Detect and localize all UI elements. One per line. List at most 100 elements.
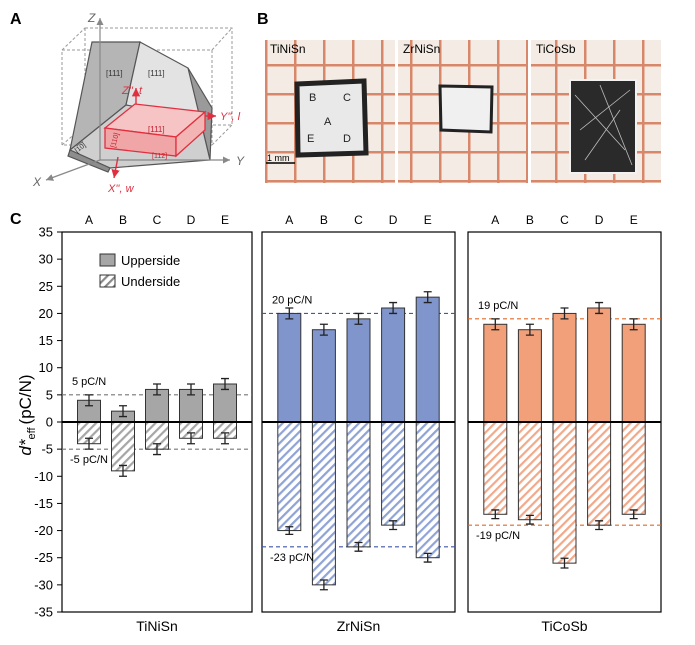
y-tick-label-25: 25 <box>39 279 53 294</box>
y-tick-label-5: 5 <box>46 387 53 402</box>
error-bar-upperside-tinisn-b <box>119 405 127 418</box>
error-bar-underside-ticosb-d <box>595 520 604 531</box>
legend-swatch-underside <box>99 274 116 288</box>
error-bar-upperside-zrnisn-a <box>285 307 294 320</box>
photo-zrnisn: ZrNiSn <box>398 40 528 183</box>
panel-zrnisn: A B C D E 20 pC/N -23 pC/N ZrNiSn <box>261 213 456 634</box>
panel-ticosb: A B C D E 19 pC/N -19 pC/N TiCoSb <box>467 213 662 634</box>
category-label-ticosb-e: E <box>630 213 638 227</box>
sample-axis-x-label: X'', w <box>107 183 135 195</box>
bar-upperside-ticosb-c <box>552 312 577 423</box>
y-tick-label-30: 30 <box>39 252 53 267</box>
panel-name-ticosb: TiCoSb <box>541 618 587 634</box>
error-bar-upperside-zrnisn-d <box>389 301 398 315</box>
y-tick-label-15: 15 <box>39 333 53 348</box>
error-bar-upperside-ticosb-c <box>560 307 569 320</box>
error-bar-underside-zrnisn-a <box>285 526 294 536</box>
error-bar-underside-zrnisn-b <box>319 579 328 591</box>
panel-b-label: B <box>257 11 269 28</box>
scale-bar-label: 1 mm <box>267 153 290 163</box>
face-label-top-right: [111] <box>148 69 165 78</box>
y-tick-label-0: 0 <box>46 415 53 430</box>
face-label-top-left: [111] <box>106 69 123 78</box>
axis-x-label: X <box>32 175 42 189</box>
sample-point-e: E <box>307 133 314 145</box>
photo-tinisn-title: TiNiSn <box>270 42 306 56</box>
legend-swatch-upperside <box>99 253 116 267</box>
crystal-face-bottom <box>67 149 111 173</box>
error-bar-upperside-tinisn-a <box>85 394 93 407</box>
bar-underside-ticosb-a <box>483 421 508 515</box>
category-label-ticosb-d: D <box>595 213 604 227</box>
bar-underside-zrnisn-e <box>415 421 440 559</box>
error-bar-underside-tinisn-c <box>153 443 161 456</box>
error-bar-underside-zrnisn-c <box>354 541 363 552</box>
error-bar-upperside-tinisn-d <box>187 383 195 396</box>
error-bar-underside-ticosb-b <box>525 514 534 525</box>
y-axis: -35 -30 -25 -20 -15 -10 -5 0 5 10 15 20 25 30 35 <box>34 225 62 620</box>
bar-upperside-ticosb-e <box>621 323 646 423</box>
error-bar-upperside-ticosb-b <box>525 323 534 336</box>
sample-ticosb-scratches <box>574 84 633 166</box>
ref-label-pos-tinisn: 5 pC/N <box>72 376 106 388</box>
y-tick-label-35: -35 <box>34 605 53 620</box>
error-bar-underside-tinisn-d <box>187 432 195 445</box>
y-axis-label: d*eff (pC/N) <box>16 374 38 455</box>
legend: Upperside Underside <box>99 253 180 289</box>
bar-underside-ticosb-c <box>552 421 577 564</box>
category-label-ticosb-b: B <box>526 213 534 227</box>
panel-a-label: A <box>10 11 22 28</box>
ref-label-neg-tinisn: -5 pC/N <box>70 454 108 466</box>
bar-underside-tinisn-b <box>111 421 135 472</box>
panel-c: C -35 -30 -25 -20 -15 -10 -5 0 5 10 15 20 25 30 35 d*e… <box>10 211 662 634</box>
axis-y-label: Y <box>236 154 245 168</box>
error-bar-upperside-ticosb-d <box>595 301 604 315</box>
category-label-tinisn-d: D <box>187 213 196 227</box>
category-label-zrnisn-e: E <box>424 213 432 227</box>
y-tick-label-25: -25 <box>34 550 53 565</box>
error-bar-upperside-ticosb-a <box>491 318 500 331</box>
sample-point-a: A <box>324 116 332 128</box>
y-tick-label-5: -5 <box>41 442 53 457</box>
error-bar-underside-ticosb-e <box>629 509 638 520</box>
bar-upperside-zrnisn-b <box>311 329 336 423</box>
photo-ticosb-title: TiCoSb <box>536 42 576 56</box>
error-bar-upperside-zrnisn-b <box>319 323 328 336</box>
sample-axes <box>111 88 216 179</box>
bar-underside-zrnisn-c <box>346 421 371 548</box>
error-bar-underside-tinisn-b <box>119 464 127 477</box>
legend-label-underside: Underside <box>121 274 180 289</box>
bar-upperside-zrnisn-a <box>277 312 302 423</box>
y-axis-label-symbol: d* <box>16 438 35 455</box>
sample-tinisn <box>294 78 369 158</box>
ref-label-neg-ticosb: -19 pC/N <box>476 530 520 542</box>
error-bar-upperside-tinisn-c <box>153 383 161 396</box>
category-label-ticosb-c: C <box>560 213 569 227</box>
ref-label-pos-ticosb: 19 pC/N <box>478 300 518 312</box>
panel-c-label: C <box>10 211 22 228</box>
sample-ticosb <box>569 79 637 174</box>
error-bar-upperside-zrnisn-e <box>423 291 432 304</box>
bar-upperside-ticosb-a <box>483 323 508 423</box>
global-axes <box>45 18 230 181</box>
category-label-zrnisn-c: C <box>354 213 363 227</box>
y-axis-label-subscript: eff <box>26 427 38 440</box>
panel-a: A [111] [111] [111] [1̅0̅] [110] [112] <box>10 11 245 195</box>
bar-underside-zrnisn-a <box>277 421 302 532</box>
bar-underside-ticosb-e <box>621 421 646 515</box>
panel-name-zrnisn: ZrNiSn <box>337 618 381 634</box>
error-bar-upperside-ticosb-e <box>629 318 638 331</box>
y-tick-label-10: -10 <box>34 469 53 484</box>
legend-label-upperside: Upperside <box>121 253 180 268</box>
panel-tinisn: A B C D E 5 pC/N -5 pC/N TiNiSn <box>61 213 253 634</box>
error-bar-underside-zrnisn-d <box>389 520 398 531</box>
sample-point-d: D <box>343 133 351 145</box>
photo-ticosb: TiCoSb <box>531 40 661 183</box>
bar-upperside-zrnisn-e <box>415 296 440 423</box>
error-bar-upperside-zrnisn-c <box>354 312 363 325</box>
sample-slab <box>103 103 207 158</box>
bar-underside-zrnisn-b <box>311 421 336 586</box>
ref-label-pos-zrnisn: 20 pC/N <box>272 294 312 306</box>
sample-axis-z-label: Z'', t <box>121 85 143 97</box>
